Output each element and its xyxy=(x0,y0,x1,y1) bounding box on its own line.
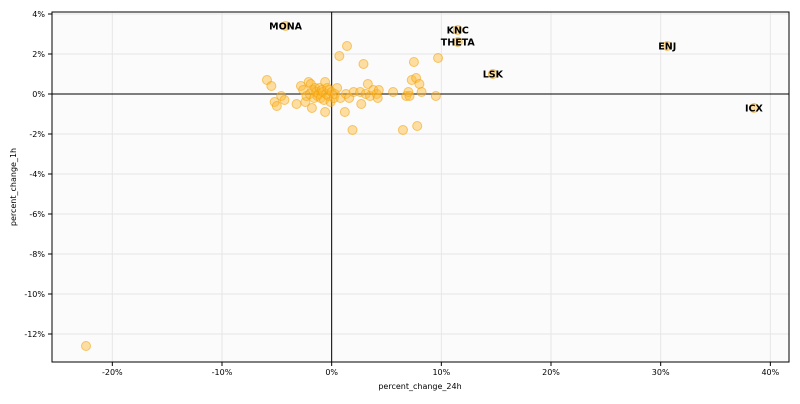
y-axis-label: percent_change_1h xyxy=(9,148,18,226)
scatter-point xyxy=(279,95,290,105)
point-label-mona: MONA xyxy=(269,22,302,33)
scatter-point xyxy=(416,87,427,97)
scatter-point xyxy=(291,99,302,109)
x-tick-label: 10% xyxy=(432,368,450,377)
scatter-point xyxy=(748,103,759,113)
y-tick-label: -8% xyxy=(29,250,45,259)
y-tick-label: 4% xyxy=(32,10,45,19)
scatter-point xyxy=(80,341,91,351)
point-label-icx: ICX xyxy=(745,104,764,115)
scatter-point xyxy=(487,69,498,79)
plot-frame xyxy=(51,11,790,363)
x-tick-label: -20% xyxy=(102,368,123,377)
y-tick-label: 2% xyxy=(32,50,45,59)
y-tick-label: -4% xyxy=(29,170,45,179)
scatter-point xyxy=(355,87,366,97)
scatter-point xyxy=(320,77,331,87)
point-label-enj: ENJ xyxy=(658,42,676,53)
scatter-point xyxy=(373,85,384,95)
scatter-point xyxy=(358,59,369,69)
scatter-point xyxy=(372,93,383,103)
reference-lines xyxy=(52,12,789,362)
point-label-knc: KNC xyxy=(447,26,469,37)
scatter-point xyxy=(662,41,673,51)
scatter-point xyxy=(339,107,350,117)
scatter-point xyxy=(430,91,441,101)
x-tick-label: 30% xyxy=(652,368,670,377)
scatter-point xyxy=(300,97,311,107)
scatter-point xyxy=(332,83,343,93)
point-label-theta: THETA xyxy=(441,38,476,49)
x-axis-label: percent_change_24h xyxy=(378,382,461,391)
y-tick-label: 0% xyxy=(32,90,45,99)
scatter-point xyxy=(388,87,399,97)
scatter-point xyxy=(408,57,419,67)
scatter-point xyxy=(452,25,463,35)
scatter-point xyxy=(342,41,353,51)
scatter-point xyxy=(334,51,345,61)
scatter-point xyxy=(404,91,415,101)
scatter-point xyxy=(306,103,317,113)
plot-background xyxy=(52,12,789,362)
scatter-point xyxy=(433,53,444,63)
scatter-point xyxy=(452,37,463,47)
y-tick-label: -12% xyxy=(24,330,45,339)
scatter-point xyxy=(347,125,358,135)
y-tick-label: -6% xyxy=(29,210,45,219)
scatter-point xyxy=(397,125,408,135)
x-axis-ticks: -20% -10% 0% 10% 20% 30% 40% xyxy=(102,362,780,377)
x-tick-label: 0% xyxy=(325,368,338,377)
x-tick-label: 40% xyxy=(761,368,779,377)
point-label-lsk: LSK xyxy=(483,70,504,81)
scatter-point xyxy=(356,99,367,109)
scatter-point xyxy=(266,81,277,91)
scatter-point xyxy=(412,121,423,131)
scatter-point xyxy=(414,79,425,89)
scatter-point xyxy=(411,73,422,83)
y-tick-label: -10% xyxy=(24,290,45,299)
data-points xyxy=(80,21,759,351)
x-tick-label: 20% xyxy=(542,368,560,377)
y-axis-ticks: 4% 2% 0% -2% -4% -6% -8% -10% -12% xyxy=(24,10,52,339)
y-tick-label: -2% xyxy=(29,130,45,139)
scatter-point xyxy=(271,101,282,111)
x-tick-label: -10% xyxy=(212,368,233,377)
scatter-point xyxy=(320,107,331,117)
scatter-point xyxy=(280,21,291,31)
